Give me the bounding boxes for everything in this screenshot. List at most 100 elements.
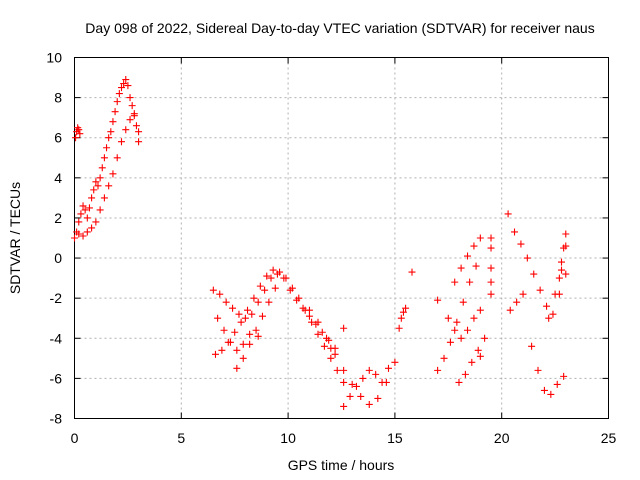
data-point: [487, 290, 495, 298]
data-point: [470, 242, 478, 250]
data-point: [391, 358, 399, 366]
data-point: [543, 302, 551, 310]
data-point: [105, 182, 113, 190]
data-point: [476, 234, 484, 242]
data-point: [399, 308, 407, 316]
data-point: [72, 134, 80, 142]
data-point: [76, 130, 84, 138]
data-point: [331, 350, 339, 358]
data-point: [276, 268, 284, 276]
data-point: [530, 270, 538, 278]
data-point: [229, 304, 237, 312]
data-point: [75, 126, 83, 134]
data-point: [288, 284, 296, 292]
data-point: [318, 328, 326, 336]
data-point: [71, 234, 78, 242]
data-point: [250, 294, 258, 302]
data-point: [487, 234, 495, 242]
data-point: [464, 252, 472, 260]
data-point: [395, 324, 403, 332]
data-point: [372, 370, 380, 378]
y-tick-label: 0: [54, 250, 62, 266]
data-point: [117, 138, 125, 146]
data-point: [453, 318, 461, 326]
data-point: [239, 340, 247, 348]
data-point: [261, 286, 269, 294]
data-point: [96, 206, 104, 214]
axis-tick-labels: 0 5 10 15 20 25 -8 -6 -4 -2 0 2 4 6 8 10: [46, 50, 616, 447]
data-point: [314, 330, 322, 338]
data-point: [555, 274, 563, 282]
series-arc-mid-c: [233, 284, 279, 372]
data-point: [235, 310, 243, 318]
x-tick-label: 25: [601, 430, 617, 446]
x-tick-label: 15: [387, 430, 403, 446]
data-point: [340, 324, 348, 332]
data-point: [90, 186, 98, 194]
data-point: [220, 326, 228, 334]
data-point: [216, 290, 224, 298]
data-point: [81, 206, 89, 214]
x-tick-label: 10: [280, 430, 296, 446]
data-point: [271, 284, 279, 292]
data-point: [519, 290, 527, 298]
data-point: [374, 394, 382, 402]
data-point: [308, 318, 316, 326]
series-arc-late-h: [528, 342, 568, 398]
data-point: [100, 154, 108, 162]
data-point: [560, 372, 568, 380]
data-point: [348, 380, 356, 388]
data-point: [231, 328, 239, 336]
data-point: [233, 364, 241, 372]
data-point: [408, 268, 416, 276]
data-point: [481, 334, 489, 342]
data-point: [94, 182, 102, 190]
data-point: [75, 230, 83, 238]
data-point: [128, 102, 136, 110]
data-point: [113, 154, 121, 162]
series-arc-late-c: [455, 334, 489, 386]
data-point: [444, 314, 452, 322]
x-axis-label: GPS time / hours: [288, 457, 395, 473]
data-point: [558, 258, 566, 266]
data-point: [446, 338, 454, 346]
data-point: [246, 330, 254, 338]
data-point: [464, 326, 472, 334]
y-tick-label: 2: [54, 210, 62, 226]
data-point: [511, 228, 519, 236]
series-arc-late-e: [487, 234, 495, 298]
data-point: [107, 128, 115, 136]
data-point: [246, 340, 254, 348]
data-point: [536, 286, 544, 294]
data-point: [79, 232, 87, 240]
data-point: [132, 122, 140, 130]
y-tick-label: 6: [54, 130, 62, 146]
plot-frame: [74, 57, 609, 419]
data-point: [451, 326, 459, 334]
data-point: [88, 224, 96, 232]
data-point: [105, 134, 113, 142]
data-point: [130, 112, 138, 120]
data-point: [92, 218, 100, 226]
data-point: [545, 314, 553, 322]
data-point: [517, 240, 525, 248]
data-point: [340, 378, 348, 386]
data-point: [384, 364, 392, 372]
data-point: [135, 138, 143, 146]
data-point: [120, 80, 128, 88]
series-arc-late-g: [506, 290, 527, 314]
data-point: [457, 264, 465, 272]
data-point: [472, 262, 480, 270]
data-marks: [71, 76, 570, 410]
data-point: [323, 334, 331, 342]
data-point: [254, 298, 262, 306]
data-point: [83, 228, 91, 236]
data-point: [256, 282, 264, 290]
data-point: [434, 296, 442, 304]
data-point: [88, 194, 96, 202]
data-point: [254, 332, 262, 340]
x-tick-label: 0: [71, 430, 79, 446]
data-point: [506, 306, 514, 314]
data-point: [305, 306, 313, 314]
